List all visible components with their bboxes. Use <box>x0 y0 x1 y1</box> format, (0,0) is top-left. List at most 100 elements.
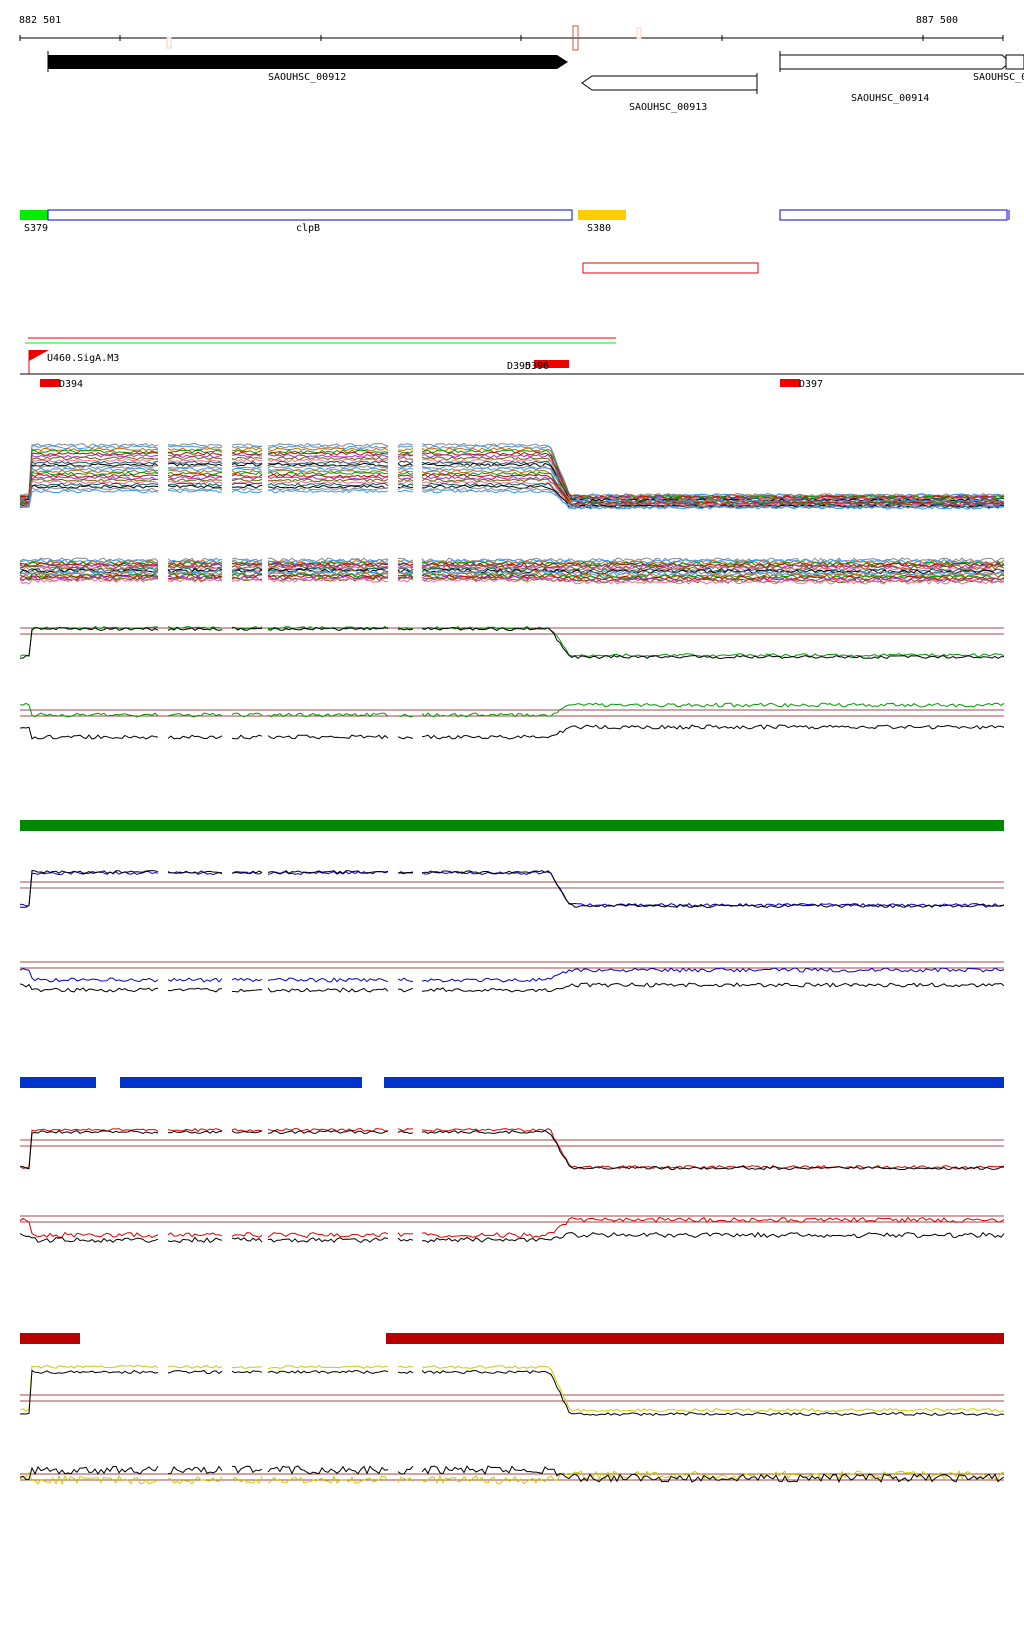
multi-sample-trace <box>167 484 223 489</box>
multi-sample-trace <box>19 452 159 499</box>
ruler-marker <box>166 37 172 49</box>
multi-sample-trace <box>19 456 159 500</box>
multi-sample-trace <box>19 558 159 564</box>
multi-sample-trace <box>421 563 1005 570</box>
multi-sample-trace <box>397 458 414 463</box>
gene-arrow-00912[interactable] <box>48 55 568 69</box>
trace-black <box>231 1370 263 1374</box>
trace-red <box>19 1217 159 1238</box>
multi-sample-trace <box>19 453 159 500</box>
terminator-d394[interactable] <box>40 379 60 387</box>
multi-sample-trace <box>231 452 263 456</box>
feature-region[interactable] <box>582 262 759 274</box>
multi-sample-trace <box>19 489 159 509</box>
multi-sample-trace <box>267 460 389 465</box>
trace-black <box>231 627 263 631</box>
trace-green <box>19 702 159 718</box>
promoter-flag-icon[interactable] <box>29 350 49 361</box>
trace-black <box>167 870 223 874</box>
trace-blue <box>19 968 159 983</box>
ruler-end: 887 500 <box>916 15 958 26</box>
multi-sample-trace <box>267 576 389 582</box>
trace-black <box>232 988 262 993</box>
feature-s379[interactable] <box>20 210 48 220</box>
condition-bar-blue <box>20 1077 96 1088</box>
trace-black <box>167 1369 223 1375</box>
trace-blue <box>167 977 223 983</box>
trace-yellow <box>397 1365 414 1368</box>
trace-black <box>267 870 389 875</box>
multi-sample-trace <box>167 489 223 494</box>
trace-red <box>167 1232 223 1238</box>
multi-sample-trace <box>167 471 223 476</box>
multi-sample-trace <box>397 576 414 581</box>
multi-sample-trace <box>397 467 414 471</box>
multi-sample-trace <box>19 469 159 504</box>
multi-sample-trace <box>267 445 389 450</box>
multi-sample-trace <box>231 557 263 563</box>
gene-arrow-00913[interactable] <box>581 75 758 91</box>
multi-sample-trace <box>421 489 1005 510</box>
ruler-ticks <box>19 35 1004 41</box>
multi-sample-trace <box>167 473 223 478</box>
terminator-label: D394 <box>59 379 83 390</box>
ruler-start: 882 501 <box>19 15 61 26</box>
multi-sample-trace <box>397 571 414 575</box>
trace-black <box>20 870 159 908</box>
multi-sample-trace <box>167 475 223 480</box>
multi-sample-trace <box>167 478 223 482</box>
multi-sample-trace <box>19 480 159 506</box>
multi-sample-trace <box>397 478 414 483</box>
multi-sample-trace <box>421 442 1005 498</box>
multi-sample-trace <box>19 482 159 508</box>
multi-sample-trace <box>231 572 263 577</box>
trace-black <box>19 1129 159 1170</box>
trace-black <box>267 987 389 993</box>
trace-black <box>267 627 389 631</box>
multi-sample-trace <box>397 578 414 583</box>
multi-sample-trace <box>267 568 389 574</box>
trace-black <box>19 726 159 740</box>
multi-sample-trace <box>421 568 1005 575</box>
feature-block[interactable] <box>779 209 1008 221</box>
trace-black <box>267 1465 389 1475</box>
multi-sample-trace <box>421 561 1005 568</box>
multi-sample-trace <box>167 460 223 465</box>
trace-yellow <box>421 1365 1005 1413</box>
trace-black <box>421 1465 1005 1484</box>
gene-label: SAOUHSC_00914 <box>851 93 929 104</box>
trace-black <box>167 987 223 993</box>
multi-sample-trace <box>397 562 414 566</box>
multi-sample-trace <box>167 568 223 574</box>
multi-sample-trace <box>167 562 223 568</box>
trace-red <box>397 1232 414 1238</box>
multi-sample-trace <box>397 469 414 473</box>
multi-sample-trace <box>397 474 414 477</box>
trace-black <box>397 987 414 993</box>
multi-sample-trace <box>167 456 223 461</box>
multi-sample-trace <box>267 464 389 469</box>
gene-arrow-00914[interactable] <box>779 54 1011 70</box>
gene-arrow-0091x[interactable] <box>1005 54 1024 70</box>
promoter-label: U460.SigA.M3 <box>47 353 119 364</box>
trace-black <box>19 983 159 993</box>
trace-black <box>421 1129 1005 1171</box>
multi-sample-trace <box>267 447 389 452</box>
trace-black <box>19 1465 159 1480</box>
multi-sample-trace <box>231 462 263 467</box>
multi-sample-trace <box>19 571 159 579</box>
multi-sample-trace <box>267 471 389 476</box>
ruler-marker-selected[interactable] <box>572 25 579 51</box>
multi-sample-trace <box>167 565 223 571</box>
trace-black <box>421 982 1005 993</box>
feature-s380[interactable] <box>578 210 626 220</box>
trace-black <box>267 1129 389 1135</box>
feature-clpb[interactable] <box>47 209 573 221</box>
terminator-d396[interactable] <box>534 360 569 368</box>
condition-bar-green <box>20 820 1004 831</box>
multi-sample-trace <box>19 578 159 585</box>
multi-sample-trace <box>168 469 223 474</box>
trace-black <box>20 626 159 659</box>
terminator-d397[interactable] <box>780 379 800 387</box>
multi-sample-trace <box>267 482 389 487</box>
